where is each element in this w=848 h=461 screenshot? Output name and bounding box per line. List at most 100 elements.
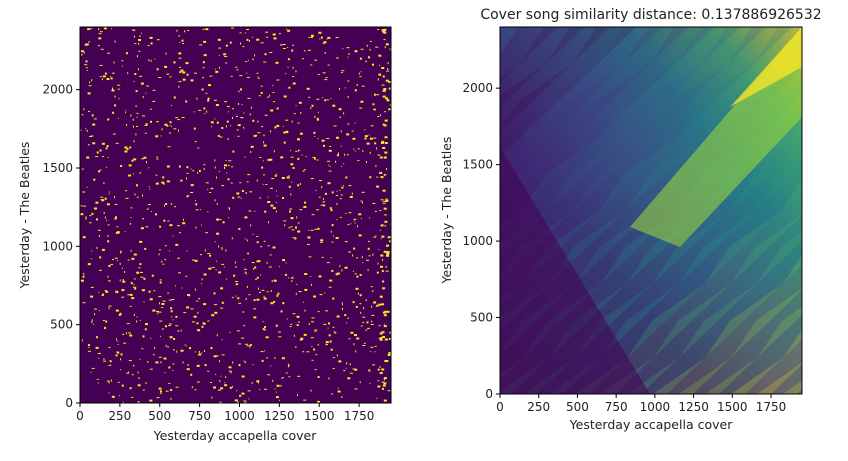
left-x-tick-label: 0 — [76, 409, 84, 423]
recurrence-point — [316, 159, 319, 161]
recurrence-point — [256, 134, 258, 136]
recurrence-point — [367, 247, 370, 250]
recurrence-point — [149, 108, 152, 110]
recurrence-point — [381, 381, 385, 383]
right-x-tick-label: 1750 — [756, 400, 787, 414]
recurrence-point — [369, 217, 370, 219]
recurrence-point — [285, 372, 288, 374]
recurrence-point — [381, 235, 385, 238]
recurrence-point — [274, 126, 277, 129]
recurrence-point — [379, 295, 383, 298]
recurrence-point — [356, 337, 360, 340]
recurrence-point — [169, 132, 171, 134]
recurrence-point — [196, 381, 200, 383]
recurrence-point — [117, 351, 120, 354]
recurrence-point — [86, 156, 90, 159]
recurrence-point — [207, 253, 211, 255]
recurrence-point — [383, 377, 387, 380]
recurrence-point — [276, 294, 279, 297]
recurrence-point — [314, 330, 317, 332]
recurrence-point — [299, 182, 301, 185]
recurrence-point — [365, 60, 367, 62]
recurrence-point — [253, 267, 255, 270]
recurrence-point — [387, 68, 389, 70]
recurrence-point — [203, 40, 207, 43]
recurrence-point — [180, 349, 184, 352]
recurrence-point — [282, 197, 284, 199]
recurrence-point — [108, 305, 112, 307]
recurrence-point — [281, 377, 283, 380]
recurrence-point — [134, 43, 137, 45]
recurrence-point — [164, 325, 167, 328]
left-plot-background — [80, 27, 391, 403]
recurrence-point — [235, 66, 238, 68]
recurrence-point — [308, 96, 311, 98]
right-x-tick-label: 1500 — [717, 400, 748, 414]
recurrence-point — [156, 311, 159, 312]
recurrence-point — [173, 338, 176, 340]
recurrence-point — [195, 209, 199, 211]
recurrence-point — [343, 163, 345, 165]
recurrence-point — [292, 66, 294, 69]
recurrence-point — [228, 370, 232, 372]
recurrence-point — [347, 96, 349, 98]
recurrence-point — [269, 94, 271, 97]
recurrence-point — [145, 226, 149, 228]
recurrence-point — [193, 315, 197, 318]
recurrence-point — [294, 237, 297, 240]
recurrence-point — [362, 150, 364, 153]
recurrence-point — [296, 284, 298, 285]
recurrence-point — [179, 41, 181, 43]
recurrence-point — [103, 360, 107, 362]
recurrence-point — [119, 312, 122, 315]
recurrence-point — [314, 135, 316, 137]
recurrence-point — [283, 131, 286, 134]
recurrence-point — [243, 268, 247, 270]
recurrence-point — [214, 241, 216, 243]
recurrence-point — [329, 165, 331, 167]
recurrence-point — [211, 314, 215, 317]
recurrence-point — [231, 108, 234, 110]
recurrence-point — [93, 308, 97, 310]
recurrence-point — [373, 137, 377, 139]
recurrence-point — [132, 118, 134, 121]
recurrence-point — [101, 78, 103, 81]
recurrence-point — [265, 31, 269, 33]
recurrence-point — [359, 57, 362, 60]
recurrence-point — [245, 61, 248, 63]
recurrence-point — [99, 149, 102, 152]
recurrence-point — [267, 201, 271, 203]
recurrence-point — [234, 261, 236, 264]
recurrence-point — [173, 128, 177, 130]
recurrence-point — [316, 209, 320, 211]
left-x-tick-label: 1000 — [224, 409, 255, 423]
recurrence-point — [268, 221, 269, 224]
recurrence-point — [131, 396, 134, 398]
recurrence-point — [159, 279, 162, 281]
recurrence-point — [131, 159, 134, 162]
recurrence-point — [344, 267, 348, 269]
recurrence-point — [366, 161, 367, 164]
recurrence-point — [382, 95, 386, 98]
recurrence-point — [292, 276, 294, 279]
recurrence-point — [164, 245, 167, 247]
recurrence-point — [368, 134, 370, 136]
recurrence-point — [270, 130, 272, 133]
left-x-tick-label: 1250 — [264, 409, 295, 423]
recurrence-point — [219, 360, 221, 363]
recurrence-point — [373, 301, 377, 304]
recurrence-point — [331, 241, 334, 243]
recurrence-point — [246, 239, 248, 242]
recurrence-point — [186, 250, 188, 252]
recurrence-point — [363, 342, 366, 344]
recurrence-point — [273, 37, 277, 40]
right-score-bands — [500, 27, 802, 394]
recurrence-point — [317, 311, 320, 313]
recurrence-point — [220, 307, 224, 309]
recurrence-point — [374, 210, 377, 212]
recurrence-point — [361, 191, 365, 193]
right-y-tick-label: 1500 — [462, 158, 493, 172]
recurrence-point — [297, 184, 300, 187]
recurrence-point — [136, 196, 139, 198]
recurrence-point — [168, 299, 172, 301]
